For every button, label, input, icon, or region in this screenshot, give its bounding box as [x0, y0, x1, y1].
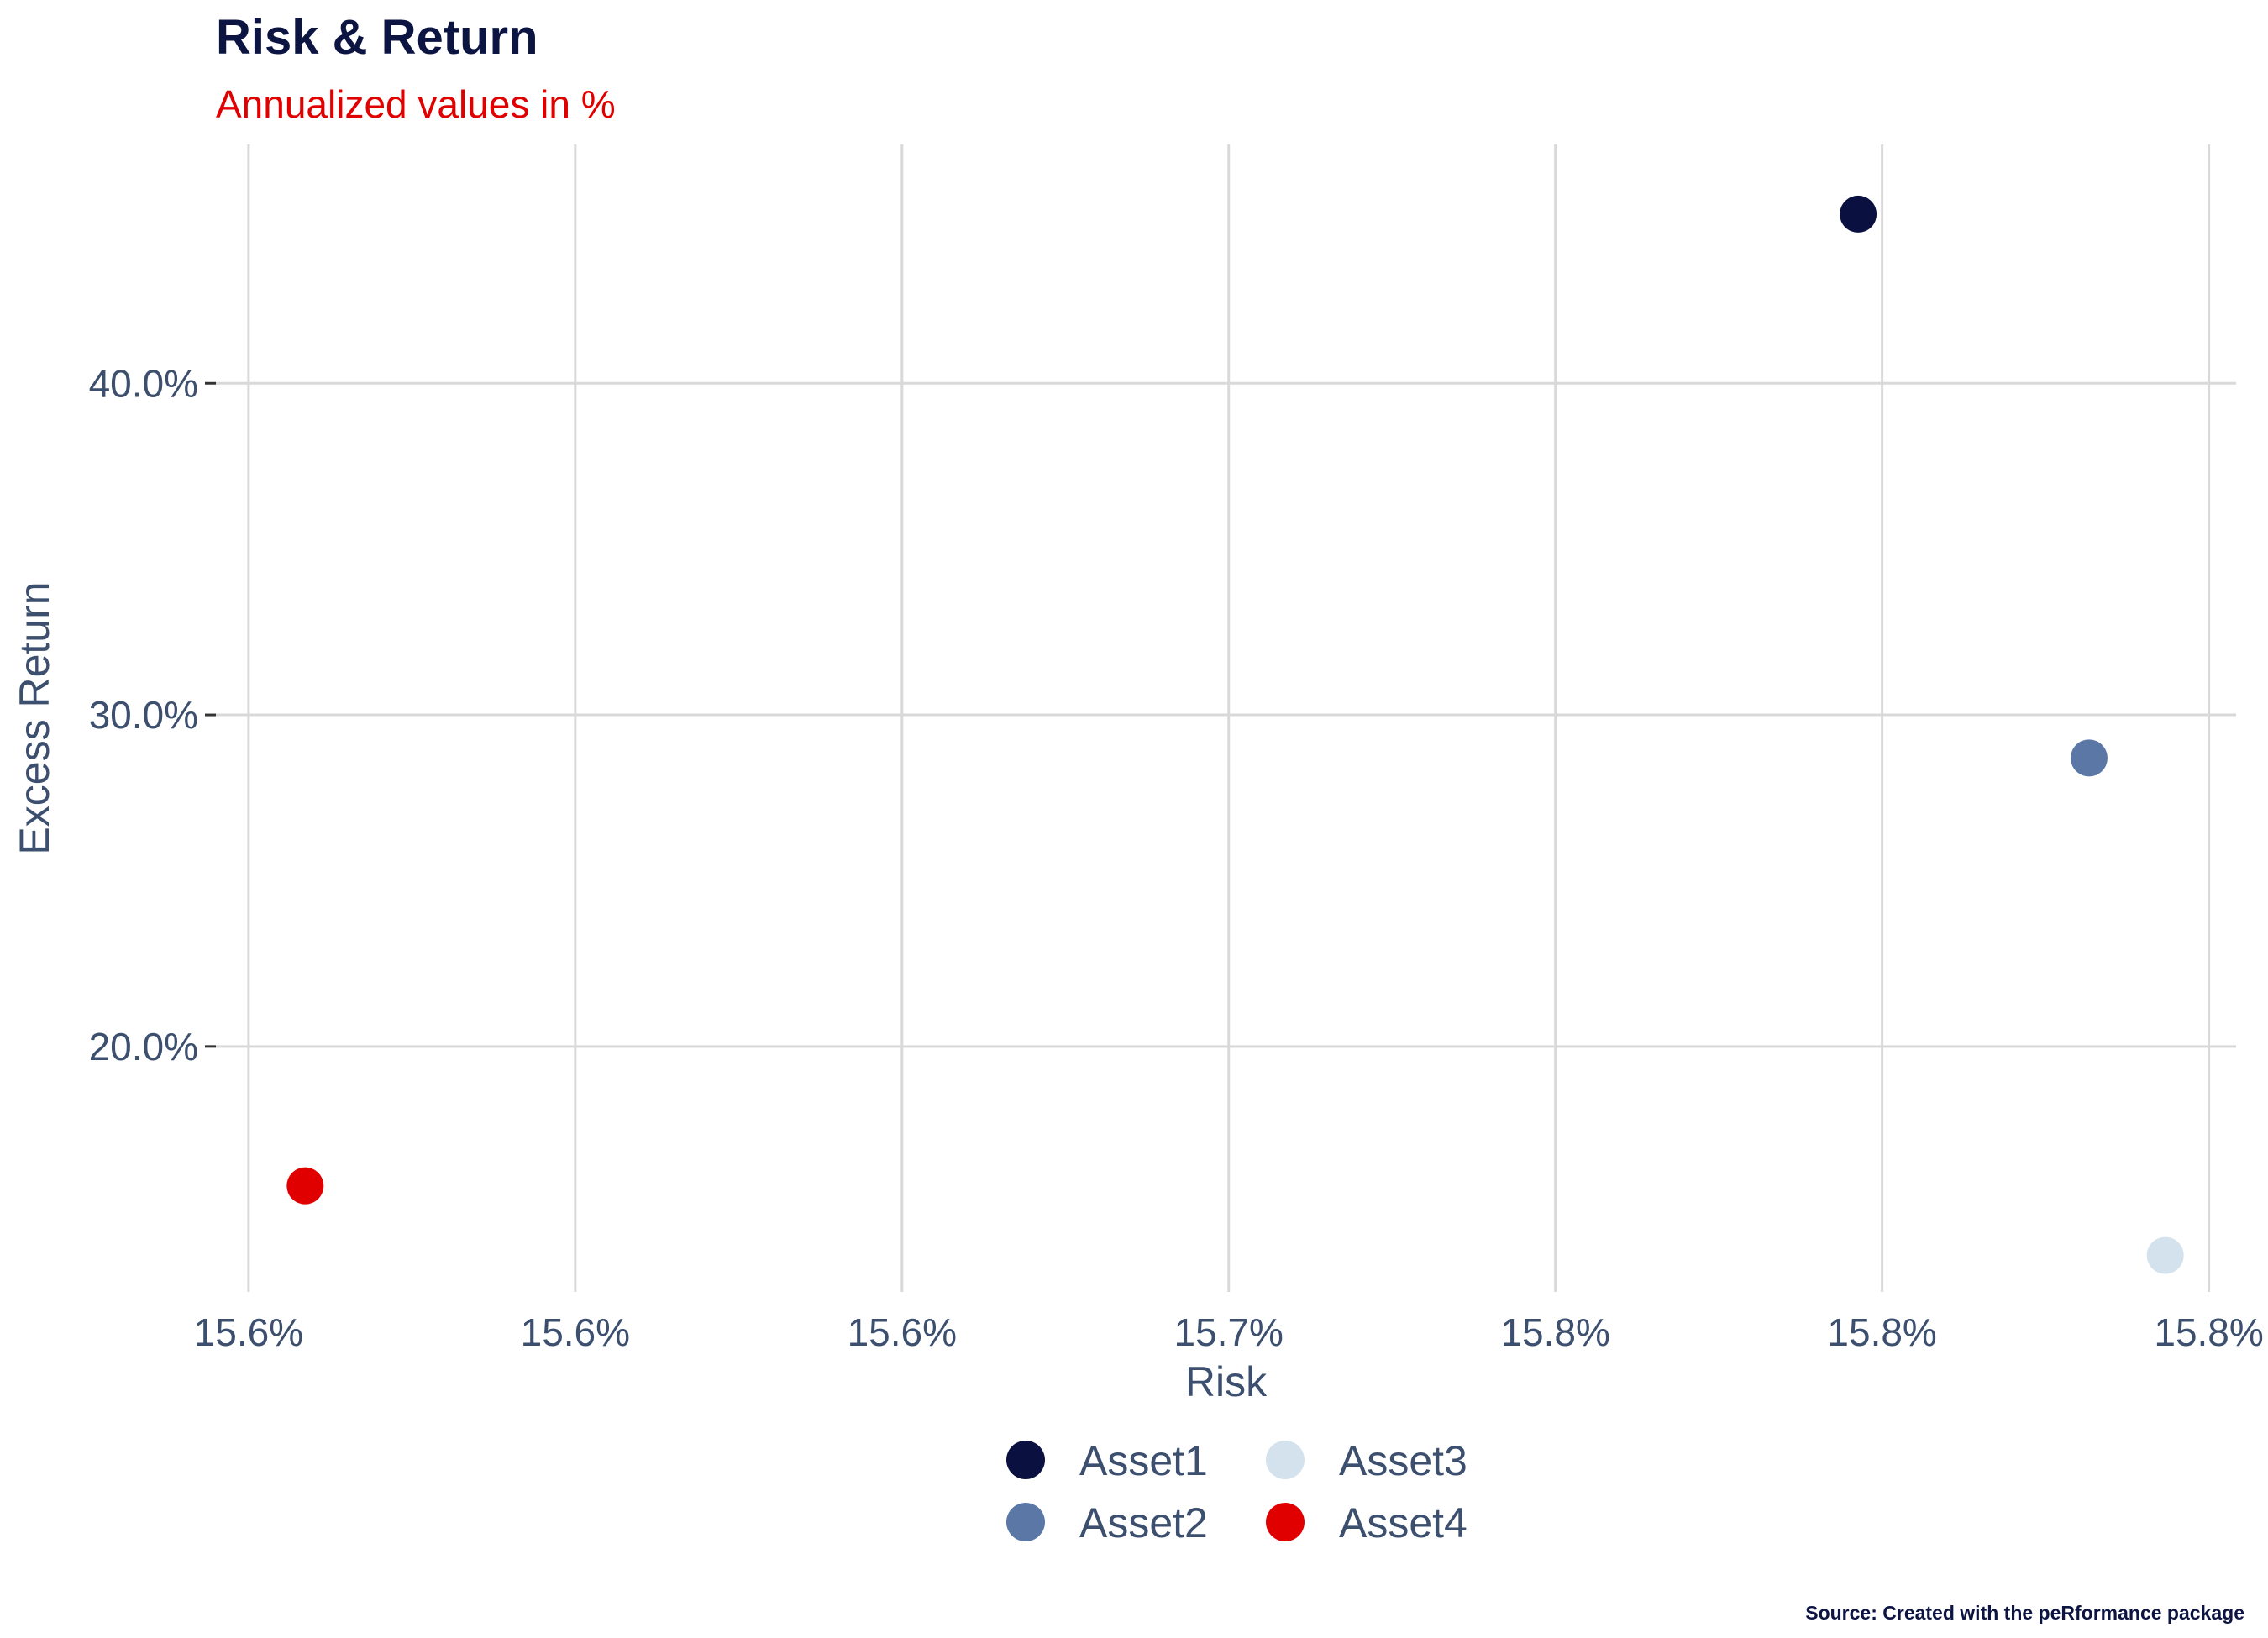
legend-label-asset3: Asset3	[1339, 1437, 1467, 1484]
x-axis-title: Risk	[1185, 1358, 1268, 1405]
y-axis-title: Excess Return	[11, 581, 58, 854]
y-tick-label: 20.0%	[89, 1025, 198, 1068]
legend: Asset1 Asset2 Asset3 Asset4	[1006, 1437, 1467, 1546]
legend-swatch-asset3	[1266, 1441, 1305, 1479]
y-axis-ticks: 20.0% 30.0% 40.0%	[89, 361, 216, 1068]
x-tick-label: 15.6%	[848, 1310, 957, 1354]
legend-label-asset1: Asset1	[1079, 1437, 1208, 1484]
legend-swatch-asset4	[1266, 1503, 1305, 1541]
y-tick-label: 40.0%	[89, 361, 198, 405]
point-asset1	[1840, 195, 1877, 233]
point-asset4	[286, 1167, 324, 1205]
x-tick-label: 15.6%	[521, 1310, 630, 1354]
chart-subtitle: Annualized values in %	[216, 82, 616, 126]
point-asset3	[2146, 1236, 2184, 1274]
x-axis-ticks: 15.6% 15.6% 15.6% 15.7% 15.8% 15.8% 15.8%	[194, 1310, 2264, 1354]
legend-swatch-asset2	[1006, 1503, 1045, 1541]
point-asset2	[2070, 739, 2108, 777]
chart-caption: Source: Created with the peRformance pac…	[1805, 1602, 2244, 1624]
legend-label-asset4: Asset4	[1339, 1499, 1467, 1546]
legend-label-asset2: Asset2	[1079, 1499, 1208, 1546]
x-tick-label: 15.8%	[2154, 1310, 2263, 1354]
x-tick-label: 15.7%	[1174, 1310, 1284, 1354]
data-points	[286, 195, 2184, 1274]
x-tick-label: 15.8%	[1500, 1310, 1609, 1354]
legend-swatch-asset1	[1006, 1441, 1045, 1479]
y-tick-label: 30.0%	[89, 693, 198, 737]
x-tick-label: 15.8%	[1827, 1310, 1936, 1354]
chart-title: Risk & Return	[216, 10, 538, 65]
grid	[216, 144, 2236, 1292]
x-tick-label: 15.6%	[194, 1310, 303, 1354]
